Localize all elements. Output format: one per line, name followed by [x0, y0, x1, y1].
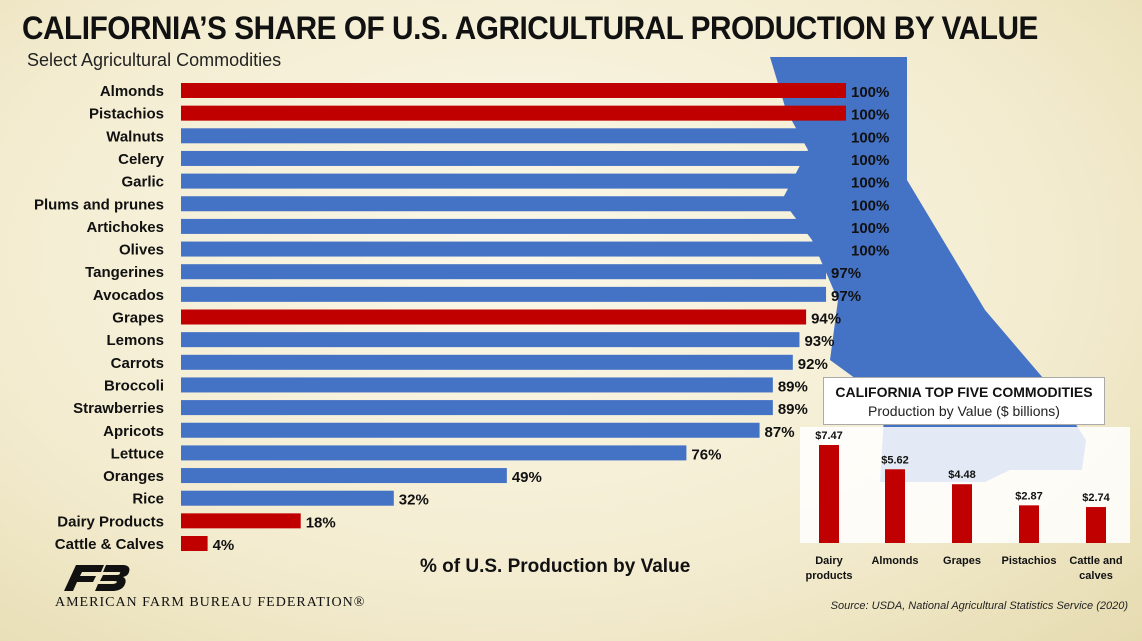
value-label: 4%	[213, 537, 235, 554]
inset-bar	[885, 469, 905, 543]
inset-bar	[1019, 505, 1039, 543]
category-label: Lettuce	[111, 445, 164, 462]
inset-category-label: Pistachios	[1001, 555, 1056, 567]
bar	[181, 218, 846, 234]
category-label: Artichokes	[86, 219, 164, 236]
bar	[181, 83, 846, 98]
value-label: 100%	[851, 129, 889, 146]
bar	[181, 241, 846, 257]
category-label: Tangerines	[85, 264, 164, 281]
category-label: Cattle & Calves	[55, 536, 164, 553]
category-label: Oranges	[103, 468, 164, 485]
value-label: 93%	[804, 333, 834, 350]
value-label: 89%	[778, 378, 808, 395]
category-label: Olives	[119, 242, 164, 259]
bar	[181, 536, 208, 551]
category-label: Almonds	[100, 83, 164, 100]
inset-value-label: $2.74	[1082, 492, 1110, 504]
bar	[181, 490, 394, 506]
category-label: Avocados	[93, 287, 164, 304]
value-label: 100%	[851, 175, 889, 192]
value-label: 97%	[831, 288, 861, 305]
value-label: 100%	[851, 152, 889, 169]
category-label: Rice	[132, 491, 164, 508]
category-label: Lemons	[106, 332, 164, 349]
value-label: 100%	[851, 197, 889, 214]
organization-name: AMERICAN FARM BUREAU FEDERATION®	[55, 595, 366, 610]
bar	[181, 286, 827, 302]
bar	[181, 445, 687, 461]
category-label: Walnuts	[106, 128, 164, 145]
value-label: 94%	[811, 311, 841, 328]
inset-bar	[1086, 507, 1106, 543]
bar	[181, 173, 846, 189]
chart-subtitle: Select Agricultural Commodities	[27, 50, 282, 70]
bar	[181, 150, 846, 166]
category-label: Pistachios	[89, 106, 164, 123]
inset-category-label: Grapes	[943, 555, 981, 567]
value-label: 92%	[798, 356, 828, 373]
value-label: 100%	[851, 107, 889, 124]
value-label: 18%	[306, 514, 336, 531]
inset-category-label: Almonds	[871, 555, 918, 567]
value-label: 76%	[691, 446, 721, 463]
category-label: Plums and prunes	[34, 196, 164, 213]
category-label: Carrots	[111, 355, 164, 372]
inset-category-label: Dairy	[815, 555, 843, 567]
value-label: 97%	[831, 265, 861, 282]
inset-category-label: Cattle and	[1069, 555, 1122, 567]
inset-value-label: $4.48	[948, 469, 976, 481]
inset-category-label: products	[805, 570, 852, 582]
category-label: Grapes	[112, 310, 164, 327]
bar	[181, 128, 846, 144]
category-label: Garlic	[121, 174, 164, 191]
bar	[181, 309, 807, 325]
value-label: 89%	[778, 401, 808, 418]
category-label: Celery	[118, 151, 165, 168]
inset-title: CALIFORNIA TOP FIVE COMMODITIES	[835, 384, 1093, 400]
value-label: 49%	[512, 469, 542, 486]
bar	[181, 468, 507, 484]
value-label: 100%	[851, 243, 889, 260]
inset-bar	[952, 484, 972, 543]
inset-bar	[819, 445, 839, 543]
bar	[181, 105, 846, 121]
category-label: Broccoli	[104, 377, 164, 394]
inset-subtitle: Production by Value ($ billions)	[868, 403, 1060, 419]
value-label: 32%	[399, 492, 429, 509]
source-note: Source: USDA, National Agricultural Stat…	[830, 600, 1128, 612]
bar	[181, 422, 760, 438]
bar	[181, 264, 827, 280]
inset-value-label: $2.87	[1015, 490, 1043, 502]
inset-category-label: calves	[1079, 570, 1113, 582]
inset-value-label: $5.62	[881, 454, 909, 466]
inset-value-label: $7.47	[815, 430, 843, 442]
chart-title: CALIFORNIA’S SHARE OF U.S. AGRICULTURAL …	[22, 10, 1038, 46]
value-label: 87%	[765, 424, 795, 441]
bar	[181, 513, 301, 529]
afbf-logo-icon	[64, 565, 130, 591]
value-label: 100%	[851, 84, 889, 101]
x-axis-label: % of U.S. Production by Value	[420, 556, 691, 577]
category-label: Dairy Products	[57, 513, 164, 530]
category-label: Strawberries	[73, 400, 164, 417]
inset-legend-box: CALIFORNIA TOP FIVE COMMODITIES Producti…	[823, 377, 1105, 425]
bar	[181, 332, 800, 348]
bar	[181, 354, 793, 370]
bar	[181, 196, 846, 212]
bar	[181, 400, 773, 416]
category-label: Apricots	[103, 423, 164, 440]
bar	[181, 377, 773, 393]
value-label: 100%	[851, 220, 889, 237]
